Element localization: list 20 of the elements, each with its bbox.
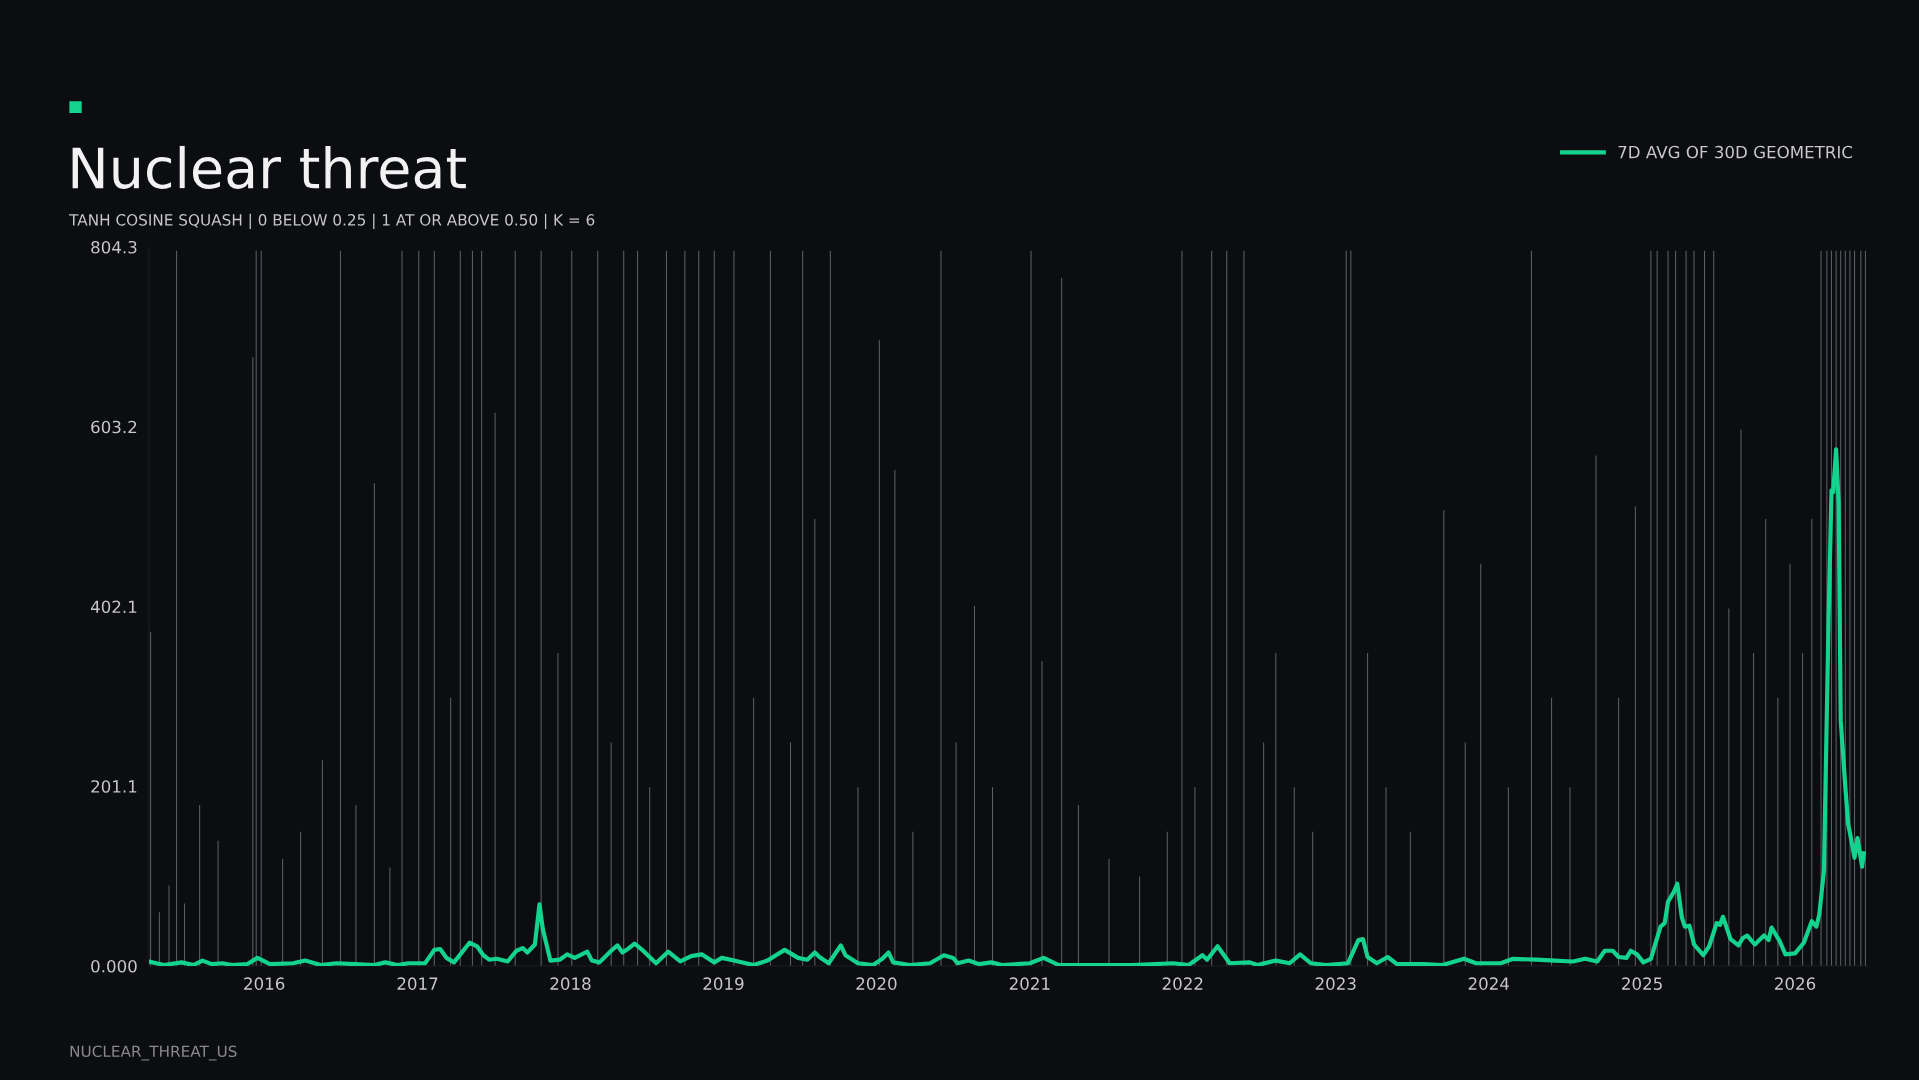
x-tick-label: 2025	[1622, 977, 1662, 990]
chart-title: Nuclear threat	[72, 145, 466, 189]
x-tick-label: 2019	[703, 977, 744, 990]
text: NUCLEAR_THREAT_US	[70, 1045, 237, 1061]
x-tick-label: 2024	[1468, 977, 1509, 990]
y-tick-label: 804.3	[91, 240, 137, 254]
y-tick-label: 402.1	[90, 600, 137, 614]
x-tick-label: 2016	[244, 977, 285, 990]
x-tick-label: 2018	[550, 977, 591, 990]
y-tick-label: 0.000	[91, 959, 137, 973]
x-tick-label: 2017	[397, 977, 438, 990]
y-tick-label: 201.1	[91, 780, 137, 793]
x-tick-label: 2023	[1315, 977, 1356, 990]
x-tick-label: 2022	[1162, 977, 1203, 990]
legend-label: 7D AVG OF 30D GEOMETRIC	[1618, 145, 1853, 159]
x-tick-label: 2026	[1775, 977, 1816, 990]
chart-subtitle: TANH COSINE SQUASH | 0 BELOW 0.25 | 1 AT OR ABOVE 0.50 | K = 6	[69, 213, 595, 230]
x-tick-label: 2020	[856, 977, 897, 990]
y-tick-label: 603.2	[91, 420, 137, 434]
x-tick-label: 2021	[1009, 977, 1050, 990]
